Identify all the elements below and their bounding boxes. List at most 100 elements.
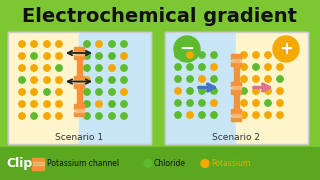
Circle shape <box>121 89 127 95</box>
Circle shape <box>96 41 102 47</box>
Bar <box>74 47 84 51</box>
Bar <box>74 111 84 116</box>
Circle shape <box>199 88 205 94</box>
Circle shape <box>253 100 259 106</box>
Bar <box>74 104 84 109</box>
Bar <box>75 51 84 55</box>
Circle shape <box>253 112 259 118</box>
Circle shape <box>19 53 25 59</box>
Circle shape <box>56 101 62 107</box>
Circle shape <box>187 64 193 70</box>
Circle shape <box>44 101 50 107</box>
Circle shape <box>56 41 62 47</box>
Circle shape <box>199 52 205 58</box>
Circle shape <box>56 53 62 59</box>
Circle shape <box>56 77 62 83</box>
Circle shape <box>211 112 217 118</box>
Circle shape <box>109 53 115 59</box>
Bar <box>74 83 84 87</box>
Circle shape <box>175 100 181 106</box>
Circle shape <box>19 89 25 95</box>
Circle shape <box>265 88 271 94</box>
Circle shape <box>273 36 299 62</box>
Circle shape <box>199 100 205 106</box>
Bar <box>32 158 44 162</box>
Circle shape <box>211 64 217 70</box>
Circle shape <box>19 113 25 119</box>
Circle shape <box>187 52 193 58</box>
Circle shape <box>265 100 271 106</box>
Circle shape <box>121 113 127 119</box>
Circle shape <box>241 64 247 70</box>
Text: +: + <box>279 40 293 58</box>
Circle shape <box>44 77 50 83</box>
Bar <box>8 32 151 144</box>
Circle shape <box>241 52 247 58</box>
Circle shape <box>31 41 37 47</box>
Circle shape <box>19 65 25 71</box>
Circle shape <box>241 88 247 94</box>
Bar <box>231 109 241 114</box>
Bar <box>236 32 308 144</box>
Circle shape <box>241 76 247 82</box>
Circle shape <box>241 100 247 106</box>
Circle shape <box>187 88 193 94</box>
Circle shape <box>253 64 259 70</box>
Bar <box>8 32 80 144</box>
Circle shape <box>175 112 181 118</box>
Circle shape <box>19 101 25 107</box>
Circle shape <box>175 52 181 58</box>
Circle shape <box>31 53 37 59</box>
Bar <box>33 162 44 165</box>
Circle shape <box>31 77 37 83</box>
Circle shape <box>56 113 62 119</box>
Circle shape <box>44 89 50 95</box>
Circle shape <box>265 52 271 58</box>
Circle shape <box>199 76 205 82</box>
Bar <box>234 60 238 115</box>
Circle shape <box>84 101 90 107</box>
Circle shape <box>121 65 127 71</box>
Text: Potassium: Potassium <box>211 159 250 168</box>
Circle shape <box>121 101 127 107</box>
Circle shape <box>56 89 62 95</box>
Bar <box>231 82 241 86</box>
Text: Scenario 2: Scenario 2 <box>212 132 260 141</box>
Circle shape <box>96 89 102 95</box>
Bar <box>231 116 241 121</box>
Circle shape <box>84 41 90 47</box>
Circle shape <box>44 113 50 119</box>
Bar <box>79 32 151 144</box>
Circle shape <box>84 53 90 59</box>
Circle shape <box>211 88 217 94</box>
Circle shape <box>109 89 115 95</box>
Circle shape <box>277 100 283 106</box>
Circle shape <box>253 52 259 58</box>
Circle shape <box>241 112 247 118</box>
Bar <box>76 53 82 110</box>
Circle shape <box>187 76 193 82</box>
Bar <box>231 62 241 66</box>
Circle shape <box>96 77 102 83</box>
Circle shape <box>265 64 271 70</box>
Text: Clip: Clip <box>6 157 32 170</box>
Circle shape <box>109 41 115 47</box>
Text: −: − <box>180 40 195 58</box>
Circle shape <box>19 41 25 47</box>
Circle shape <box>31 89 37 95</box>
Circle shape <box>96 113 102 119</box>
Bar <box>0 147 320 180</box>
Circle shape <box>277 52 283 58</box>
Circle shape <box>31 113 37 119</box>
Circle shape <box>121 77 127 83</box>
Circle shape <box>199 64 205 70</box>
Circle shape <box>109 77 115 83</box>
Circle shape <box>175 88 181 94</box>
Text: Potassium channel: Potassium channel <box>47 159 119 168</box>
Bar <box>231 114 241 116</box>
Circle shape <box>253 76 259 82</box>
Circle shape <box>84 65 90 71</box>
Circle shape <box>277 76 283 82</box>
Text: Scenario 1: Scenario 1 <box>55 132 104 141</box>
Circle shape <box>174 36 200 62</box>
